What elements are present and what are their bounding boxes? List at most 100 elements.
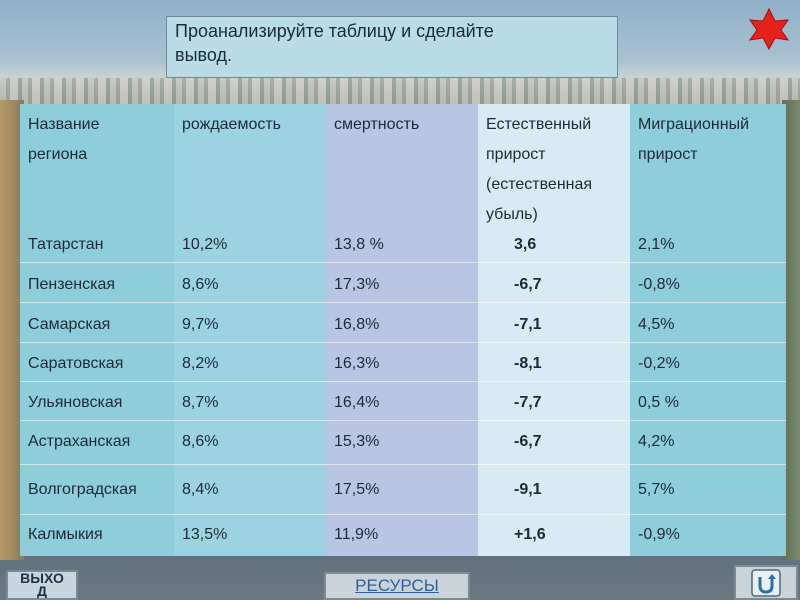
column-region: Название региона Татарстан Пензенская Самарс… bbox=[20, 104, 174, 556]
row-divider bbox=[478, 514, 630, 515]
task-prompt-line-1: Проанализируйте таблицу и сделайте bbox=[175, 21, 494, 41]
row-divider bbox=[326, 302, 478, 303]
row-divider bbox=[174, 514, 326, 515]
header-line: убыль) bbox=[486, 206, 538, 223]
row-divider bbox=[20, 342, 174, 343]
cell-death-rate: 16,8% bbox=[334, 316, 380, 333]
row-divider bbox=[630, 262, 786, 263]
column-natural-growth: Естественный прирост (естественная убыль) 3,… bbox=[478, 104, 630, 556]
row-divider bbox=[174, 262, 326, 263]
cell-natural-growth: -6,7 bbox=[514, 276, 542, 293]
row-divider bbox=[630, 302, 786, 303]
cell-region: Пензенская bbox=[28, 276, 116, 293]
cell-birth-rate: 10,2% bbox=[182, 236, 228, 253]
cell-death-rate: 15,3% bbox=[334, 433, 380, 450]
row-divider bbox=[20, 262, 174, 263]
row-divider bbox=[326, 381, 478, 382]
cell-death-rate: 17,3% bbox=[334, 276, 380, 293]
row-divider bbox=[326, 420, 478, 421]
cell-natural-growth: +1,6 bbox=[514, 526, 546, 543]
cell-region: Самарская bbox=[28, 316, 111, 333]
cell-migration-growth: -0,9% bbox=[638, 526, 680, 543]
row-divider bbox=[478, 420, 630, 421]
task-prompt-line-2: вывод. bbox=[175, 45, 232, 65]
cell-birth-rate: 8,6% bbox=[182, 276, 219, 293]
u-turn-back-icon bbox=[751, 568, 781, 597]
background-city bbox=[0, 78, 800, 108]
cell-region: Астраханская bbox=[28, 433, 131, 450]
row-divider bbox=[478, 302, 630, 303]
cell-natural-growth: -6,7 bbox=[514, 433, 542, 450]
cell-migration-growth: 4,2% bbox=[638, 433, 675, 450]
row-divider bbox=[20, 302, 174, 303]
cell-natural-growth: -7,1 bbox=[514, 316, 542, 333]
row-divider bbox=[20, 464, 174, 465]
cell-migration-growth: 4,5% bbox=[638, 316, 675, 333]
cell-migration-growth: 0,5 % bbox=[638, 394, 679, 411]
row-divider bbox=[478, 464, 630, 465]
cell-region: Волгоградская bbox=[28, 481, 137, 498]
background-right-bank bbox=[782, 100, 800, 560]
row-divider bbox=[630, 514, 786, 515]
exit-button[interactable]: ВЫХО Д bbox=[6, 570, 78, 600]
task-prompt-box: Проанализируйте таблицу и сделайте вывод… bbox=[166, 16, 618, 78]
header-line: Естественный bbox=[486, 116, 592, 133]
red-star-svg bbox=[748, 7, 790, 51]
cell-death-rate: 11,9% bbox=[334, 526, 379, 543]
cell-birth-rate: 8,4% bbox=[182, 481, 219, 498]
row-divider bbox=[478, 381, 630, 382]
row-divider bbox=[326, 262, 478, 263]
cell-natural-growth: -9,1 bbox=[514, 481, 542, 498]
cell-death-rate: 16,3% bbox=[334, 355, 380, 372]
row-divider bbox=[20, 381, 174, 382]
cell-birth-rate: 8,7% bbox=[182, 394, 219, 411]
cell-death-rate: 17,5% bbox=[334, 481, 380, 498]
region-data-table: Название региона Татарстан Пензенская Самарс… bbox=[20, 104, 786, 556]
header-line: смертность bbox=[334, 116, 420, 133]
header-line: рождаемость bbox=[182, 116, 282, 133]
row-divider bbox=[326, 514, 478, 515]
row-divider bbox=[630, 420, 786, 421]
cell-natural-growth: -8,1 bbox=[514, 355, 542, 372]
cell-birth-rate: 8,2% bbox=[182, 355, 219, 372]
row-divider bbox=[174, 464, 326, 465]
cell-natural-growth: 3,6 bbox=[514, 236, 537, 253]
row-divider bbox=[630, 464, 786, 465]
cell-migration-growth: -0,2% bbox=[638, 355, 680, 372]
cell-migration-growth: 2,1% bbox=[638, 236, 675, 253]
row-divider bbox=[20, 514, 174, 515]
cell-region: Татарстан bbox=[28, 236, 104, 253]
row-divider bbox=[174, 342, 326, 343]
row-divider bbox=[326, 342, 478, 343]
cell-region: Саратовская bbox=[28, 355, 124, 372]
cell-region: Ульяновская bbox=[28, 394, 123, 411]
red-star-icon[interactable] bbox=[748, 7, 790, 51]
row-divider bbox=[326, 464, 478, 465]
back-button[interactable] bbox=[734, 565, 798, 600]
row-divider bbox=[630, 342, 786, 343]
cell-death-rate: 13,8 % bbox=[334, 236, 384, 253]
header-line: прирост bbox=[486, 146, 546, 163]
header-line: прирост bbox=[638, 146, 698, 163]
header-line: Миграционный bbox=[638, 116, 750, 133]
header-migration-growth: Миграционный прирост bbox=[630, 110, 786, 170]
cell-birth-rate: 13,5% bbox=[182, 526, 228, 543]
header-region: Название региона bbox=[20, 110, 174, 170]
row-divider bbox=[630, 381, 786, 382]
header-natural-growth: Естественный прирост (естественная убыль) bbox=[478, 110, 630, 230]
resources-button[interactable]: РЕСУРСЫ bbox=[324, 572, 470, 600]
cell-birth-rate: 8,6% bbox=[182, 433, 219, 450]
exit-button-label-1: ВЫХО bbox=[20, 570, 64, 586]
row-divider bbox=[478, 262, 630, 263]
cell-death-rate: 16,4% bbox=[334, 394, 380, 411]
cell-birth-rate: 9,7% bbox=[182, 316, 219, 333]
header-line: региона bbox=[28, 146, 88, 163]
exit-button-label-2: Д bbox=[37, 583, 47, 599]
header-line: Название bbox=[28, 116, 100, 133]
cell-natural-growth: -7,7 bbox=[514, 394, 542, 411]
column-birth-rate: рождаемость 10,2% 8,6% 9,7% 8,2% 8,7% 8,6% 8,4%… bbox=[174, 104, 326, 556]
header-birth-rate: рождаемость bbox=[174, 110, 326, 140]
header-line: (естественная bbox=[486, 176, 593, 193]
row-divider bbox=[478, 342, 630, 343]
cell-migration-growth: 5,7% bbox=[638, 481, 675, 498]
